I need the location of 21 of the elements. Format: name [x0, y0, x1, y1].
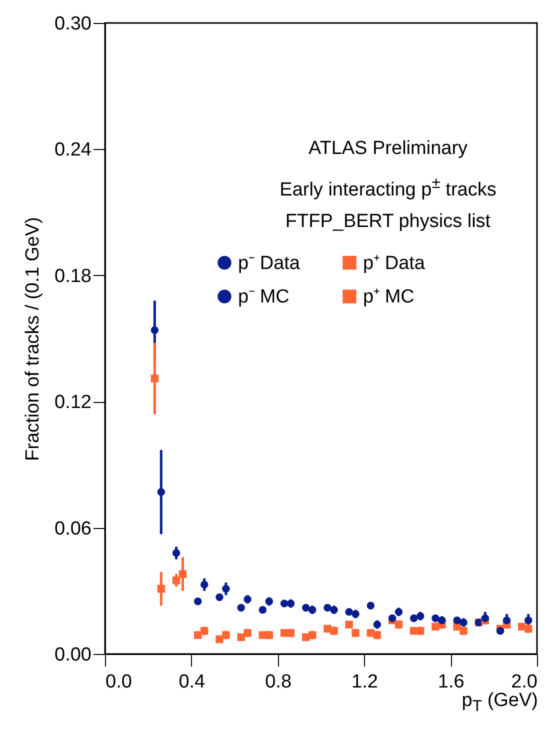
x-tick-label: 0.0: [106, 672, 132, 692]
x-tick-label: 1.6: [438, 672, 464, 692]
y-tick-label: 0.00: [54, 644, 92, 666]
legend-label: p⁺ Data: [363, 252, 426, 274]
y-tick-label: 0.30: [54, 14, 92, 34]
y-tick-label: 0.06: [54, 518, 92, 540]
legend-label: p⁺ MC: [363, 286, 414, 308]
annotation: ATLAS Preliminary: [308, 138, 468, 160]
x-tick-label: 2.0: [511, 672, 538, 692]
legend-label: p⁻ MC: [238, 286, 290, 308]
y-tick-label: 0.12: [54, 392, 92, 414]
x-axis-title: p$_{T}$ (GeV): [462, 690, 538, 715]
y-tick-label: 0.18: [54, 266, 92, 287]
x-tick-label: 0.8: [265, 672, 292, 692]
x-tick-label: 0.4: [178, 672, 206, 692]
y-tick-label: 0.24: [54, 140, 92, 161]
legend-label: p⁻ Data: [238, 252, 300, 274]
annotation: FTFP_BERT physics list: [285, 211, 491, 233]
y-axis-title: Fraction of tracks / (0.1 GeV): [22, 217, 44, 461]
annotation: Early interacting p$^{±}$ tracks: [280, 175, 496, 202]
x-tick-label: 1.2: [351, 672, 378, 692]
